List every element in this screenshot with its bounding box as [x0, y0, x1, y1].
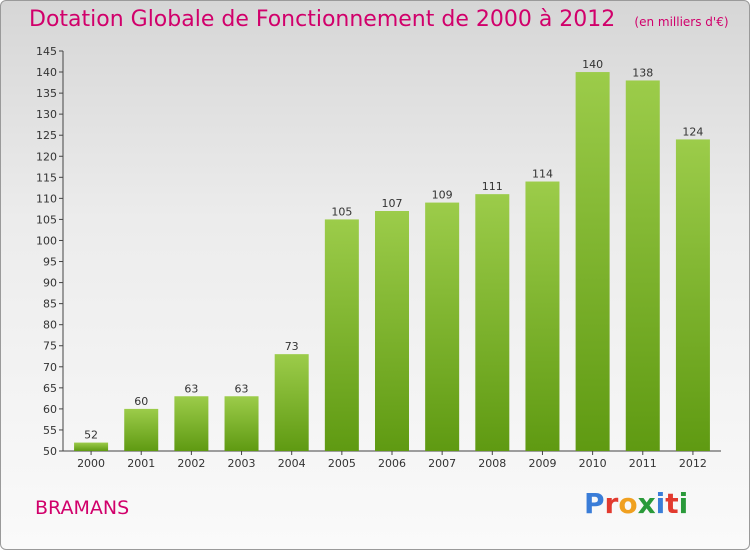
value-label-2002: 63 — [184, 382, 198, 395]
x-tick-label-2006: 2006 — [378, 457, 406, 470]
logo-letter: P — [584, 487, 605, 520]
y-tick-label: 100 — [36, 234, 57, 247]
value-label-2008: 111 — [482, 180, 503, 193]
y-tick-label: 55 — [43, 424, 57, 437]
y-tick-label: 70 — [43, 361, 57, 374]
y-tick-label: 60 — [43, 403, 57, 416]
x-tick-label-2001: 2001 — [127, 457, 155, 470]
x-tick-label-2004: 2004 — [278, 457, 306, 470]
bar-2008 — [475, 194, 510, 451]
logo-letter: r — [604, 487, 619, 520]
value-label-2012: 124 — [682, 125, 703, 138]
y-tick-label: 125 — [36, 129, 57, 142]
bar-2007 — [425, 202, 460, 451]
commune-name: BRAMANS — [35, 497, 130, 519]
y-tick-label: 80 — [43, 319, 57, 332]
y-tick-label: 110 — [36, 192, 57, 205]
y-tick-label: 120 — [36, 150, 57, 163]
y-tick-label: 105 — [36, 213, 57, 226]
bar-2003 — [224, 396, 259, 451]
x-tick-label-2000: 2000 — [77, 457, 105, 470]
y-tick-label: 115 — [36, 171, 57, 184]
value-label-2003: 63 — [235, 382, 249, 395]
chart-subtitle: (en milliers d'€) — [634, 15, 729, 29]
bar-2004 — [274, 354, 309, 451]
value-label-2004: 73 — [285, 340, 299, 353]
x-tick-label-2005: 2005 — [328, 457, 356, 470]
bar-2002 — [174, 396, 209, 451]
logo-letter: o — [618, 487, 638, 520]
bar-2000 — [74, 442, 109, 451]
x-tick-label-2009: 2009 — [528, 457, 556, 470]
value-label-2000: 52 — [84, 429, 98, 442]
x-tick-label-2011: 2011 — [629, 457, 657, 470]
x-tick-label-2012: 2012 — [679, 457, 707, 470]
logo-letter: t — [665, 487, 679, 520]
value-label-2007: 109 — [432, 189, 453, 202]
proxiti-logo[interactable]: Proxiti — [584, 487, 688, 520]
y-tick-label: 75 — [43, 340, 57, 353]
y-tick-label: 130 — [36, 108, 57, 121]
x-tick-label-2010: 2010 — [579, 457, 607, 470]
y-tick-label: 50 — [43, 445, 57, 458]
x-tick-label-2003: 2003 — [228, 457, 256, 470]
logo-letter: i — [678, 487, 689, 520]
y-tick-label: 95 — [43, 256, 57, 269]
bar-2001 — [124, 408, 159, 451]
x-tick-label-2002: 2002 — [177, 457, 205, 470]
value-label-2005: 105 — [331, 205, 352, 218]
bars-group: 52 60 63 63 73 105 107 109 111 114 140 138 124 — [74, 58, 710, 452]
y-tick-label: 85 — [43, 298, 57, 311]
bar-2011 — [625, 80, 660, 451]
value-label-2001: 60 — [134, 395, 148, 408]
bar-2012 — [675, 139, 710, 451]
logo-letter: i — [655, 487, 666, 520]
axes: 50 55 60 65 70 75 80 85 90 95 100 105 110 115 120 125 13… — [36, 45, 721, 470]
y-tick-label: 140 — [36, 66, 57, 79]
value-label-2011: 138 — [632, 66, 653, 79]
y-tick-label: 65 — [43, 382, 57, 395]
x-tick-label-2007: 2007 — [428, 457, 456, 470]
value-label-2009: 114 — [532, 168, 553, 181]
bar-2006 — [375, 211, 409, 451]
title-block: Dotation Globale de Fonctionnement de 20… — [29, 7, 729, 32]
bar-2010 — [575, 72, 610, 451]
y-tick-label: 135 — [36, 87, 57, 100]
y-tick-label: 145 — [36, 45, 57, 58]
value-label-2010: 140 — [582, 58, 603, 71]
chart-title: Dotation Globale de Fonctionnement de 20… — [29, 7, 616, 32]
value-label-2006: 107 — [382, 197, 403, 210]
bar-2009 — [525, 181, 560, 452]
x-tick-label-2008: 2008 — [478, 457, 506, 470]
logo-letter: x — [637, 487, 656, 520]
bar-2005 — [324, 219, 359, 451]
y-tick-label: 90 — [43, 277, 57, 290]
